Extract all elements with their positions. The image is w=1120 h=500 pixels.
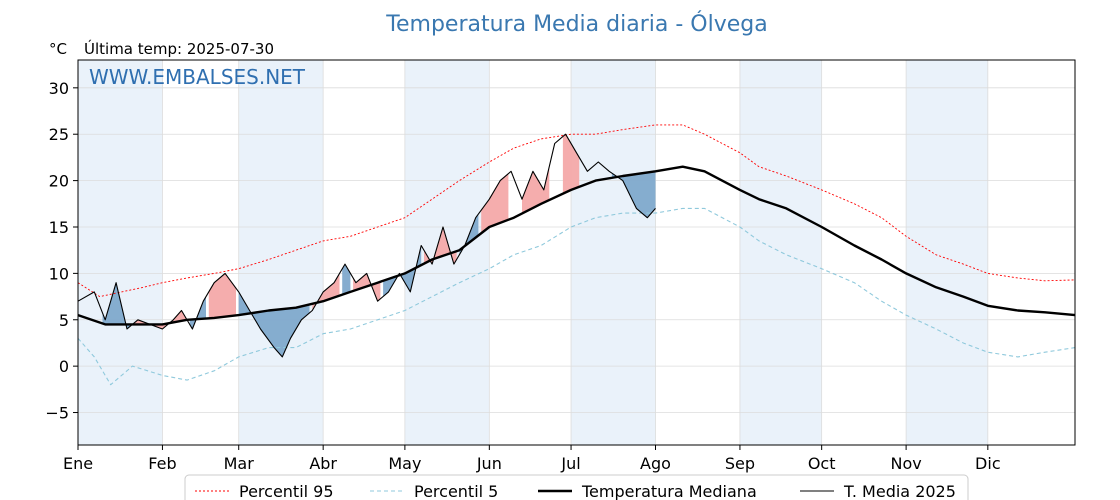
legend-label-median: Temperatura Mediana [581, 482, 757, 500]
month-shade-jul [571, 60, 656, 445]
legend-label-p5: Percentil 5 [414, 482, 498, 500]
watermark: WWW.EMBALSES.NET [89, 65, 306, 89]
y-tick-label: −5 [45, 404, 69, 423]
month-shade-ene [78, 60, 163, 445]
fill-above-median [522, 166, 550, 214]
series-line-p5 [77, 207, 1076, 386]
fill-below-median [238, 291, 310, 357]
fill-above-median [208, 273, 236, 319]
last-temp-label: Última temp: 2025-07-30 [84, 39, 274, 58]
fill-above-median [353, 273, 381, 302]
fill-above-median [481, 173, 509, 234]
x-tick-label: Dic [975, 454, 1001, 473]
series-line-median [77, 165, 1076, 326]
chart-title: Temperatura Media diaria - Ólvega [385, 11, 767, 37]
fill-below-median [189, 296, 206, 329]
fill-below-median [342, 264, 351, 295]
fill-below-median [611, 171, 656, 218]
plot-area: −5 0 5 10 15 20 25 30 Ene Feb Mar Abr May Jun Jul Ago Se… [45, 59, 1076, 473]
fill-below-median [102, 282, 133, 329]
y-tick-label: 15 [49, 218, 69, 237]
fill-above-median [424, 227, 457, 265]
series-line-p95 [77, 124, 1076, 298]
x-tick-label: Abr [309, 454, 337, 473]
y-tick-label: 25 [49, 125, 69, 144]
x-tick-label: Ago [640, 454, 671, 473]
x-tick-label: Sep [725, 454, 755, 473]
y-tick-label: 30 [49, 79, 69, 98]
legend-label-year: T. Media 2025 [843, 482, 956, 500]
unit-label: °C [49, 40, 67, 58]
series-line-year [77, 133, 656, 358]
x-tick-label: Feb [148, 454, 176, 473]
month-shade-mar [238, 60, 324, 445]
x-tick-label: Ene [63, 454, 93, 473]
x-tick-label: Nov [890, 454, 921, 473]
legend-box [184, 474, 969, 500]
month-shade-sep [739, 60, 822, 445]
x-tick-label: Jul [560, 454, 580, 473]
plot-frame [77, 59, 1076, 446]
y-tick-label: 10 [49, 264, 69, 283]
legend-label-p95: Percentil 95 [239, 482, 334, 500]
legend: Percentil 95 Percentil 5 Temperatura Media… [184, 474, 969, 500]
y-tick-label: 20 [49, 172, 69, 191]
y-tick-label: 5 [59, 311, 69, 330]
x-tick-label: Oct [808, 454, 836, 473]
x-tick-label: May [388, 454, 421, 473]
x-tick-label: Mar [224, 454, 255, 473]
x-tick-label: Jun [476, 454, 502, 473]
month-shade-nov [906, 60, 988, 445]
fill-above-median [562, 134, 580, 194]
y-tick-label: 0 [59, 357, 69, 376]
